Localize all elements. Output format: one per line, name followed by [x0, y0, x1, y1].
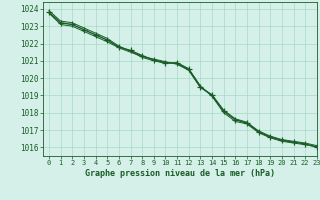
X-axis label: Graphe pression niveau de la mer (hPa): Graphe pression niveau de la mer (hPa): [85, 169, 275, 178]
